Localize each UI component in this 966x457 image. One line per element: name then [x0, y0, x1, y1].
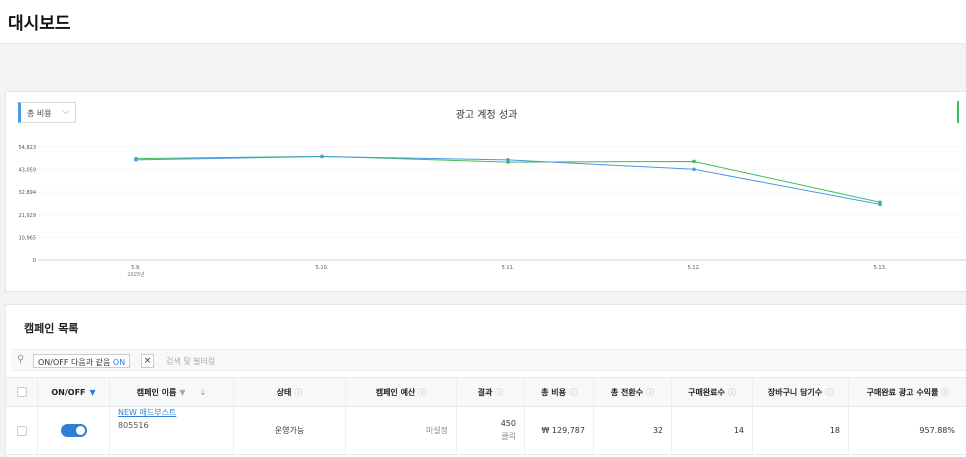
- top-bar: 대시보드: [0, 0, 966, 44]
- info-icon: ⓘ: [941, 387, 950, 397]
- info-icon: ⓘ: [294, 387, 303, 397]
- x-tick-label: 5.13.: [874, 265, 887, 271]
- campaign-roas: 957.88%: [919, 426, 955, 435]
- line-chart: 54,823 43,059 32,894 21,929 10,965 0 5.9. 5.10.…: [19, 145, 966, 278]
- info-icon: ⓘ: [495, 387, 504, 397]
- row-status-cell: 운영가능: [234, 407, 346, 454]
- filter-chip[interactable]: ON/OFF 다음과 같음 ON: [33, 354, 131, 368]
- campaign-cost: ₩ 129,787: [541, 426, 585, 435]
- metric-select[interactable]: 총 비용 ⌵: [18, 102, 76, 123]
- search-input[interactable]: 검색 및 필터링: [166, 357, 216, 366]
- x-tick-label: 5.12.: [688, 265, 701, 271]
- col-cart[interactable]: 장바구니 담기수 ⓘ: [753, 378, 849, 406]
- filter-icon[interactable]: ▼: [89, 387, 96, 397]
- col-purchases-label: 구매완료수: [688, 387, 725, 397]
- campaign-budget: 미설정: [425, 426, 448, 435]
- row-name-cell: NEW 애드부스트 805516: [110, 407, 234, 454]
- col-name[interactable]: 캠페인 이름 ▼ ↓: [110, 378, 234, 406]
- y-tick-label: 21,929: [19, 213, 37, 219]
- col-results-label: 결과: [477, 387, 493, 397]
- filter-bar[interactable]: ⚲ ON/OFF 다음과 같음 ON × 검색 및 필터링: [11, 349, 966, 371]
- metric-select-label: 총 비용: [27, 109, 52, 118]
- sort-icon[interactable]: ↓: [199, 387, 207, 397]
- x-tick-label: 5.11.: [502, 265, 515, 271]
- y-tick-label: 0: [33, 258, 36, 264]
- row-onoff-cell: [38, 407, 110, 454]
- row-roas-cell: 957.88%: [849, 407, 966, 454]
- x-sub-label: 2025년: [127, 271, 145, 278]
- table-row[interactable]: NEW 애드부스트 805516 운영가능 미설정 450 클릭 ₩ 129,7…: [6, 407, 966, 455]
- campaign-list-title: 캠페인 목록: [24, 322, 79, 335]
- col-status[interactable]: 상태 ⓘ: [234, 378, 346, 406]
- data-point: [878, 202, 882, 207]
- col-cost-label: 총 비용: [541, 387, 566, 397]
- data-point: [320, 154, 324, 159]
- col-results[interactable]: 결과 ⓘ: [457, 378, 525, 406]
- row-cart-cell: 18: [753, 407, 849, 454]
- campaign-purchases: 14: [733, 426, 744, 435]
- campaign-status: 운영가능: [274, 426, 305, 435]
- col-conversions[interactable]: 총 전환수 ⓘ: [594, 378, 672, 406]
- info-icon: ⓘ: [646, 387, 655, 397]
- col-onoff-label: ON/OFF: [51, 387, 86, 397]
- info-icon: ⓘ: [568, 387, 577, 397]
- select-all-checkbox[interactable]: [16, 387, 27, 397]
- col-status-label: 상태: [276, 387, 292, 397]
- y-tick-label: 43,059: [19, 168, 37, 174]
- col-cost[interactable]: 총 비용 ⓘ: [525, 378, 594, 406]
- col-budget[interactable]: 캠페인 예산 ⓘ: [346, 378, 457, 406]
- campaign-cart: 18: [829, 426, 840, 435]
- campaign-list-card: 캠페인 목록 ⚲ ON/OFF 다음과 같음 ON × 검색 및 필터링 ON/…: [5, 304, 966, 457]
- page-title: 대시보드: [8, 14, 71, 34]
- y-tick-label: 54,823: [19, 145, 37, 151]
- campaign-toggle[interactable]: [60, 424, 87, 437]
- campaign-results-unit: 클릭: [501, 432, 516, 441]
- filter-chip-value: ON: [112, 358, 126, 367]
- data-point: [692, 167, 696, 172]
- data-point: [506, 158, 510, 162]
- row-results-cell: 450 클릭: [457, 407, 525, 454]
- row-purchases-cell: 14: [672, 407, 753, 454]
- col-budget-label: 캠페인 예산: [375, 387, 416, 397]
- info-icon: ⓘ: [825, 387, 834, 397]
- filter-icon[interactable]: ▼: [179, 387, 186, 397]
- x-tick-label: 5.10.: [316, 265, 329, 271]
- search-icon: ⚲: [17, 354, 25, 365]
- legend-marker: [957, 101, 959, 123]
- row-budget-cell: 미설정: [346, 407, 457, 454]
- col-roas-label: 구매완료 광고 수익률: [866, 387, 939, 397]
- filter-chip-prefix: ON/OFF 다음과 같음: [38, 358, 113, 367]
- col-conversions-label: 총 전환수: [610, 387, 644, 397]
- campaign-results: 450: [500, 419, 516, 428]
- row-checkbox[interactable]: [16, 425, 27, 436]
- col-roas[interactable]: 구매완료 광고 수익률 ⓘ: [849, 378, 966, 406]
- col-onoff[interactable]: ON/OFF ▼: [38, 378, 110, 406]
- chart-title: 광고 계정 성과: [455, 110, 518, 121]
- select-all-cell: [6, 378, 38, 406]
- info-icon: ⓘ: [418, 387, 427, 397]
- y-tick-label: 32,894: [19, 190, 37, 196]
- row-conversions-cell: 32: [594, 407, 672, 454]
- table-header: ON/OFF ▼ 캠페인 이름 ▼ ↓ 상태 ⓘ 캠페인 예산 ⓘ 결과 ⓘ 총 비용 ⓘ 총…: [6, 377, 966, 407]
- campaign-name-link[interactable]: NEW 애드부스트: [118, 408, 177, 417]
- campaign-id: 805516: [118, 421, 149, 430]
- campaign-conversions: 32: [652, 426, 663, 435]
- info-icon: ⓘ: [727, 387, 736, 397]
- chevron-down-icon: ⌵: [62, 107, 69, 116]
- y-tick-label: 10,965: [19, 235, 37, 241]
- data-point: [692, 159, 696, 164]
- data-point: [134, 158, 138, 162]
- x-tick-label: 5.9.: [131, 265, 141, 271]
- row-select-cell: [6, 407, 38, 454]
- close-icon[interactable]: ×: [141, 354, 154, 368]
- col-name-label: 캠페인 이름: [136, 387, 177, 397]
- col-cart-label: 장바구니 담기수: [767, 387, 823, 397]
- col-purchases[interactable]: 구매완료수 ⓘ: [672, 378, 753, 406]
- row-cost-cell: ₩ 129,787: [525, 407, 594, 454]
- performance-chart-card: 총 비용 ⌵ 광고 계정 성과 54,823 43,059 32,894 21,929…: [5, 91, 966, 292]
